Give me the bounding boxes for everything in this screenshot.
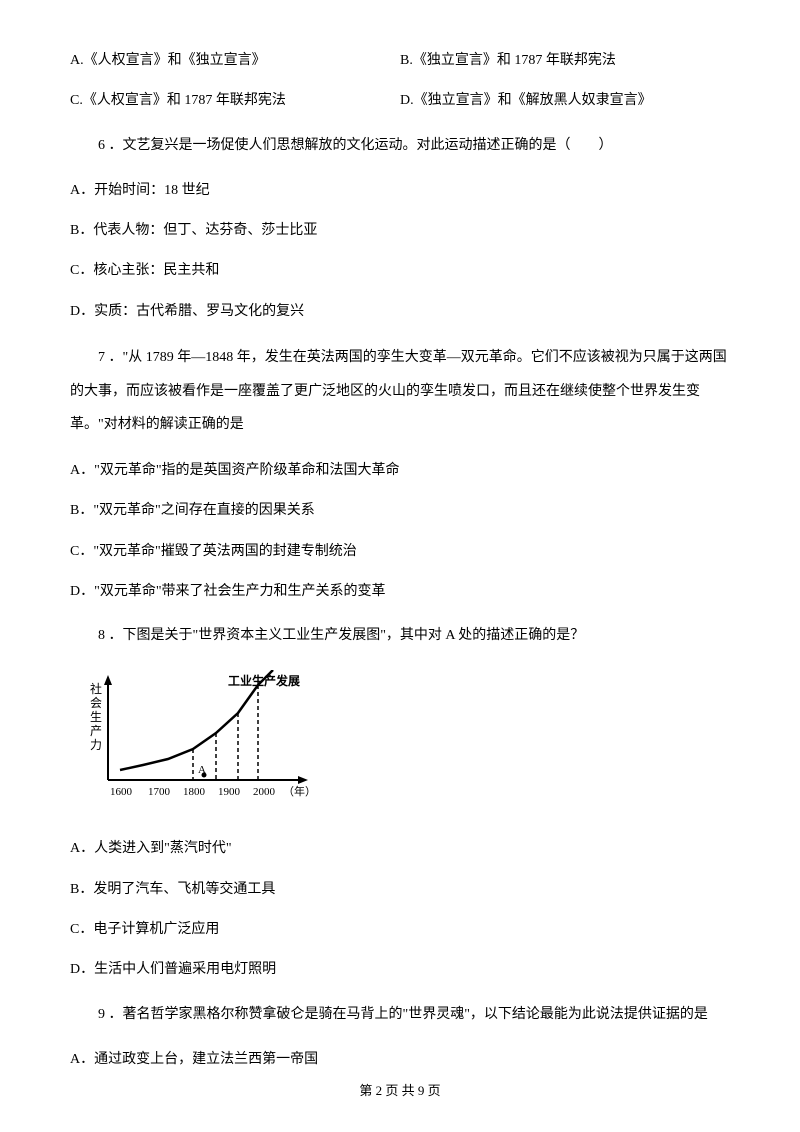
q5-option-a: A.《人权宣言》和《独立宣言》: [70, 50, 400, 72]
q9-option-a: A．通过政变上台，建立法兰西第一帝国: [70, 1049, 730, 1071]
q8-option-b: B．发明了汽车、飞机等交通工具: [70, 879, 730, 901]
q8-option-a: A．人类进入到"蒸汽时代": [70, 838, 730, 860]
q7-option-b: B．"双元革命"之间存在直接的因果关系: [70, 500, 730, 522]
q7-option-d: D．"双元革命"带来了社会生产力和生产关系的变革: [70, 581, 730, 603]
point-a-label: A: [198, 764, 206, 776]
q6-option-a: A．开始时间：18 世纪: [70, 180, 730, 202]
q8-stem: 8 ．下图是关于"世界资本主义工业生产发展图"，其中对 A 处的描述正确的是？: [70, 621, 730, 652]
q9-stem: 9 ．著名哲学家黑格尔称赞拿破仑是骑在马背上的"世界灵魂"，以下结论最能为此说法…: [70, 1000, 730, 1031]
q6-option-b: B．代表人物：但丁、达芬奇、莎士比亚: [70, 220, 730, 242]
q6-stem: 6 ．文艺复兴是一场促使人们思想解放的文化运动。对此运动描述正确的是（ ）: [70, 131, 730, 162]
chart-y-label-5: 力: [90, 738, 102, 752]
q6-option-d: D．实质：古代希腊、罗马文化的复兴: [70, 301, 730, 323]
y-axis-arrow: [104, 675, 112, 685]
q6-option-c: C．核心主张：民主共和: [70, 260, 730, 282]
x-tick-2: 1800: [183, 786, 206, 798]
chart-svg: 社 会 生 产 力 工业生产发展 A 1600 1700 1800: [88, 670, 318, 820]
x-tick-0: 1600: [110, 786, 133, 798]
chart-y-label-4: 产: [90, 724, 102, 738]
q5-option-row-2: C.《人权宣言》和 1787 年联邦宪法 D.《独立宣言》和《解放黑人奴隶宣言》: [70, 90, 730, 112]
x-tick-3: 1900: [218, 786, 241, 798]
q7-stem: 7 ．"从 1789 年—1848 年，发生在英法两国的孪生大变革—双元革命。它…: [70, 341, 730, 442]
x-axis-label: （年）: [283, 784, 316, 798]
x-tick-1: 1700: [148, 786, 171, 798]
q5-option-b: B.《独立宣言》和 1787 年联邦宪法: [400, 50, 730, 72]
q8-option-d: D．生活中人们普遍采用电灯照明: [70, 959, 730, 981]
x-tick-4: 2000: [253, 786, 276, 798]
q5-option-row-1: A.《人权宣言》和《独立宣言》 B.《独立宣言》和 1787 年联邦宪法: [70, 50, 730, 72]
chart-y-label-2: 会: [90, 696, 102, 710]
q8-option-c: C．电子计算机广泛应用: [70, 919, 730, 941]
q7-option-a: A．"双元革命"指的是英国资产阶级革命和法国大革命: [70, 460, 730, 482]
q5-option-d: D.《独立宣言》和《解放黑人奴隶宣言》: [400, 90, 730, 112]
x-axis-arrow: [298, 776, 308, 784]
q7-option-c: C．"双元革命"摧毁了英法两国的封建专制统治: [70, 541, 730, 563]
curve-label: 工业生产发展: [228, 673, 300, 688]
chart-y-label-3: 生: [90, 710, 102, 724]
q5-option-c: C.《人权宣言》和 1787 年联邦宪法: [70, 90, 400, 112]
chart-industrial-growth: 社 会 生 产 力 工业生产发展 A 1600 1700 1800: [88, 670, 318, 820]
page-footer: 第 2 页 共 9 页: [0, 1081, 800, 1102]
chart-y-label-1: 社: [90, 681, 102, 696]
